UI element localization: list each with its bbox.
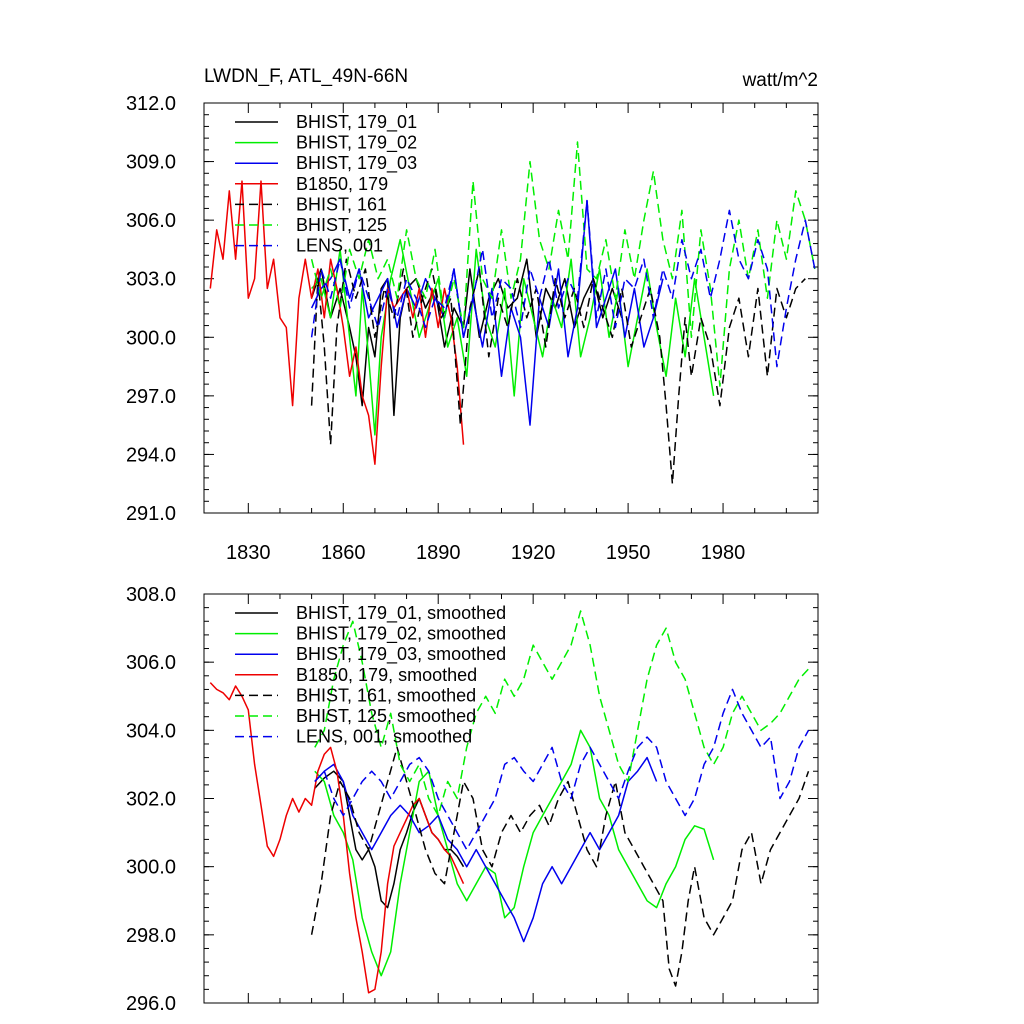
chart-title: LWDN_F, ATL_49N-66N	[204, 66, 408, 87]
legend-label: BHIST, 125, smoothed	[296, 706, 476, 726]
top-plot-panel: 312.0 309.0 306.0 303.0 300.0 297.0 294.0 291.0…	[126, 93, 819, 564]
bottom-plot-panel: 308.0 306.0 304.0 302.0 300.0 298.0 296.0 BHIST…	[126, 584, 819, 1015]
legend-label: LENS, 001	[296, 236, 383, 256]
y-tick-label: 302.0	[126, 789, 176, 811]
x-tick-label: 1980	[701, 542, 746, 564]
series-line	[314, 756, 658, 943]
y-tick-label: 291.0	[126, 503, 176, 525]
x-tick-label: 1950	[606, 542, 651, 564]
y-tick-label: 309.0	[126, 152, 176, 174]
y-tick-label: 300.0	[126, 327, 176, 349]
y-tick-label: 300.0	[126, 857, 176, 879]
y-tick-label: 296.0	[126, 993, 176, 1015]
series-line	[310, 199, 664, 426]
legend-label: BHIST, 179_01	[296, 112, 417, 133]
x-tick-label: 1890	[416, 542, 461, 564]
series-line	[310, 199, 816, 368]
legend-label: LENS, 001, smoothed	[296, 727, 472, 747]
series-group	[209, 610, 810, 994]
legend-label: BHIST, 161	[296, 194, 387, 214]
series-line	[209, 180, 465, 465]
series-line	[314, 688, 810, 851]
y-tick-label: 308.0	[126, 584, 176, 606]
series-line	[310, 258, 806, 485]
series-line	[209, 682, 465, 994]
plot-frame	[203, 102, 819, 514]
y-tick-label: 297.0	[126, 386, 176, 408]
y-tick-label: 304.0	[126, 720, 176, 742]
series-line	[314, 729, 715, 977]
legend-label: BHIST, 179_01, smoothed	[296, 603, 506, 624]
legend-label: BHIST, 161, smoothed	[296, 685, 476, 705]
legend-label: BHIST, 179_02, smoothed	[296, 624, 506, 645]
y-tick-label: 303.0	[126, 269, 176, 291]
x-tick-label: 1860	[321, 542, 366, 564]
series-line	[310, 746, 810, 987]
x-tick-label: 1830	[226, 542, 271, 564]
series-line	[311, 238, 715, 436]
legend-label: BHIST, 125	[296, 215, 387, 235]
y-tick-label: 294.0	[126, 444, 176, 466]
legend-label: BHIST, 179_02	[296, 133, 417, 154]
y-tick-label: 298.0	[126, 925, 176, 947]
x-tick-label: 1920	[511, 542, 556, 564]
y-tick-label: 306.0	[126, 652, 176, 674]
y-tick-label: 312.0	[126, 93, 176, 115]
series-line	[314, 610, 810, 817]
legend-label: BHIST, 179_03	[296, 153, 417, 174]
series-line	[310, 141, 816, 387]
series-line	[310, 258, 623, 417]
legend-label: B1850, 179	[296, 174, 388, 194]
legend-label: BHIST, 179_03, smoothed	[296, 644, 506, 665]
units-label: watt/m^2	[742, 70, 818, 91]
legend-label: B1850, 179, smoothed	[296, 665, 477, 685]
y-tick-label: 306.0	[126, 210, 176, 232]
series-group	[209, 141, 816, 485]
